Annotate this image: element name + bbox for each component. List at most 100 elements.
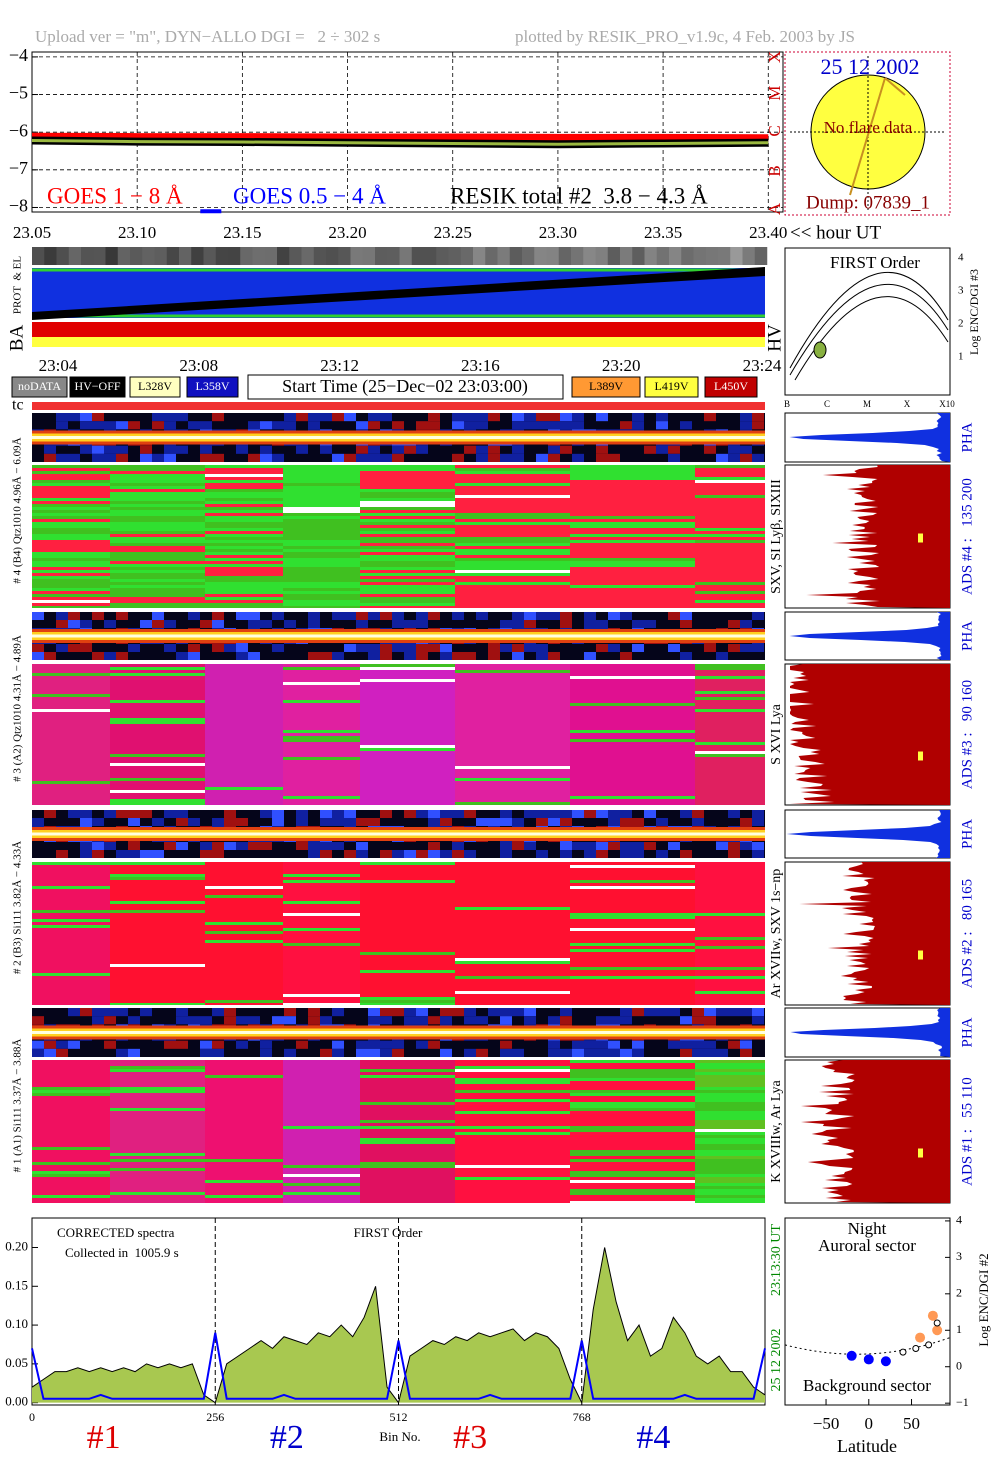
spectrogram-stripe <box>205 775 283 778</box>
spectrogram-stripe <box>570 588 695 591</box>
time-label: 23:16 <box>461 356 500 375</box>
x-tick-label: X10 <box>939 399 955 409</box>
pha-noise <box>656 421 668 430</box>
y-tick-label: 0.05 <box>5 1355 28 1370</box>
spectrogram-stripe <box>360 769 455 772</box>
spectrogram-stripe <box>695 1153 765 1156</box>
spectrogram-stripe <box>110 1159 205 1162</box>
pha-noise <box>476 413 488 422</box>
spectrogram-stripe <box>205 691 283 694</box>
spectrogram-stripe <box>570 793 695 796</box>
pha-noise <box>212 1048 224 1057</box>
spectrogram-stripe <box>110 793 205 796</box>
spectrogram-stripe <box>455 715 570 718</box>
spectrogram-stripe <box>455 561 570 564</box>
pha-noise <box>152 413 164 422</box>
spectrogram-stripe <box>570 742 695 745</box>
pha-noise <box>404 850 416 858</box>
stamp-date: 25 12 2002 <box>769 1329 784 1392</box>
spectrogram-stripe <box>110 886 205 889</box>
pha-noise <box>524 620 536 628</box>
pha-noise <box>476 818 488 826</box>
spectrogram-stripe <box>32 486 110 489</box>
spectrogram-stripe <box>32 967 110 970</box>
spectrogram-stripe <box>205 1132 283 1135</box>
el-strip <box>460 247 474 265</box>
spectrogram-stripe <box>455 552 570 555</box>
pha-noise <box>416 421 428 430</box>
spectrogram-stripe <box>32 694 110 697</box>
spectrogram-stripe <box>283 775 360 778</box>
spectrogram-stripe <box>695 468 765 471</box>
pha-noise <box>116 612 128 620</box>
pha-noise <box>164 413 176 422</box>
spectrogram-stripe <box>455 790 570 793</box>
spectrogram-stripe <box>455 1102 570 1105</box>
spectrogram-stripe <box>283 570 360 573</box>
spectrogram-stripe <box>205 928 283 931</box>
spectrogram-stripe <box>570 1156 695 1159</box>
spectrogram-stripe <box>695 934 765 937</box>
spectrogram-stripe <box>32 1075 110 1078</box>
spectrogram-stripe <box>455 1144 570 1147</box>
spectrogram-stripe <box>455 943 570 946</box>
spectrogram-stripe <box>32 1141 110 1144</box>
spectrogram-stripe <box>360 907 455 910</box>
spectrogram-stripe <box>110 751 205 754</box>
spectrogram-stripe <box>110 787 205 790</box>
spectrogram-stripe <box>360 967 455 970</box>
pha-noise <box>296 810 308 818</box>
pha-noise <box>656 413 668 422</box>
pha-noise <box>356 850 368 858</box>
spectrogram-stripe <box>110 685 205 688</box>
spectrogram-stripe <box>360 489 455 492</box>
el-strip <box>81 247 94 265</box>
pha-noise <box>644 810 656 818</box>
sun-arrow <box>849 77 886 196</box>
spectrogram-stripe <box>283 865 360 868</box>
pha-noise <box>212 620 224 628</box>
pha-noise <box>32 1016 44 1025</box>
el-strip <box>301 247 314 265</box>
pha-noise <box>632 850 644 858</box>
spectrogram-stripe <box>360 772 455 775</box>
spectrogram-stripe <box>110 1087 205 1090</box>
spectrogram-stripe <box>283 1198 360 1201</box>
spectrogram-stripe <box>455 910 570 913</box>
spectrogram-stripe <box>360 784 455 787</box>
line-label: SXV, SI Lyβ, SIXIII <box>769 479 784 594</box>
pha-noise <box>140 453 152 462</box>
spectrogram-stripe <box>695 670 765 673</box>
spectrogram-stripe <box>110 1147 205 1150</box>
pha-noise <box>116 421 128 430</box>
scatter-point <box>933 1319 941 1327</box>
spectrogram-stripe <box>570 1147 695 1150</box>
el-strip <box>620 247 633 265</box>
el-strip <box>362 247 376 265</box>
pha-noise <box>56 850 68 858</box>
spectrogram-stripe <box>360 591 455 594</box>
spectrogram-stripe <box>360 561 455 564</box>
spectrogram-stripe <box>455 591 570 594</box>
spectrogram-stripe <box>110 1003 205 1005</box>
spectrogram-stripe <box>360 1141 455 1144</box>
spectrogram-stripe <box>455 691 570 694</box>
spectrogram-stripe <box>32 468 110 471</box>
spectrogram-stripe <box>570 967 695 970</box>
spectrogram-stripe <box>360 543 455 546</box>
pha-noise <box>356 818 368 826</box>
spectrogram-stripe <box>360 754 455 757</box>
pha-noise <box>692 1008 704 1017</box>
pha-noise <box>356 453 368 462</box>
spectrogram-stripe <box>695 1195 765 1198</box>
spectrogram-stripe <box>110 775 205 778</box>
spectrogram-stripe <box>32 1189 110 1192</box>
spectrogram-stripe <box>455 706 570 709</box>
spectrogram-stripe <box>110 961 205 964</box>
spectrogram-stripe <box>360 910 455 913</box>
spectrogram-stripe <box>455 543 570 546</box>
pha-noise <box>296 445 308 454</box>
spectrogram-stripe <box>360 1120 455 1123</box>
spectrogram-stripe <box>360 676 455 679</box>
spectrogram-stripe <box>570 787 695 790</box>
